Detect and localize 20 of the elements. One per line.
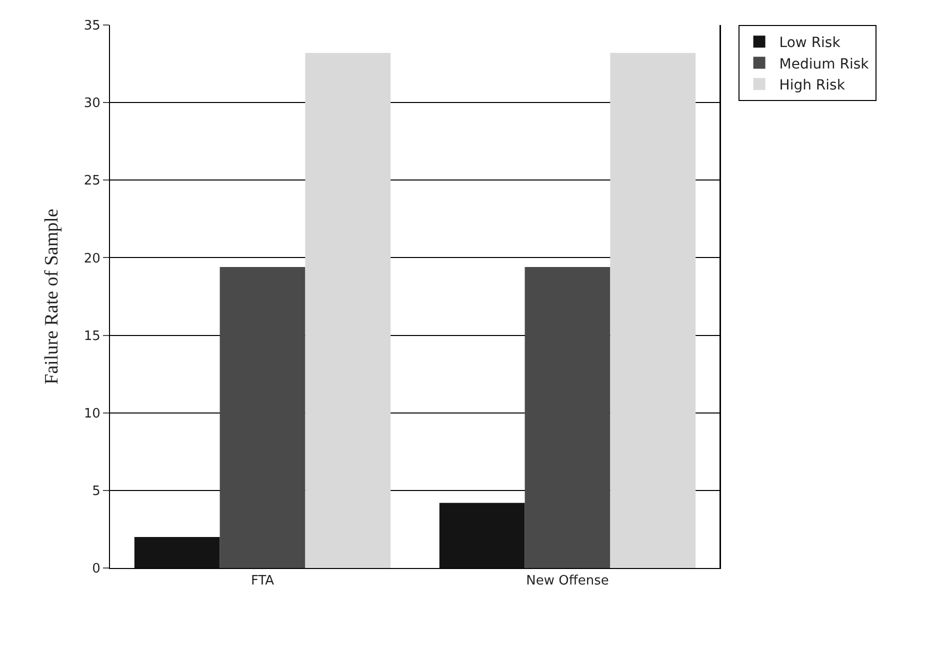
- y-tick-label: 30: [84, 96, 100, 112]
- bar: [220, 267, 306, 568]
- x-tick-label: FTA: [250, 574, 274, 589]
- y-tick-label: 5: [92, 484, 100, 499]
- bar: [610, 52, 696, 568]
- bar: [439, 502, 525, 568]
- y-axis-title: Failure Rate of Sample: [42, 208, 63, 384]
- y-tick-label: 35: [84, 18, 100, 34]
- y-tick-label: 0: [92, 562, 100, 577]
- legend-label: Medium Risk: [779, 56, 870, 72]
- legend-label: Low Risk: [779, 35, 842, 52]
- bar: [305, 52, 391, 568]
- y-tick-label: 15: [84, 328, 100, 344]
- y-tick-label: 10: [84, 406, 100, 422]
- legend-label: High Risk: [779, 77, 846, 94]
- bar: [524, 267, 610, 568]
- y-tick-label: 20: [84, 251, 100, 266]
- bar: [134, 536, 220, 568]
- x-tick-label: New Offense: [526, 574, 609, 589]
- y-tick-label: 25: [84, 174, 100, 189]
